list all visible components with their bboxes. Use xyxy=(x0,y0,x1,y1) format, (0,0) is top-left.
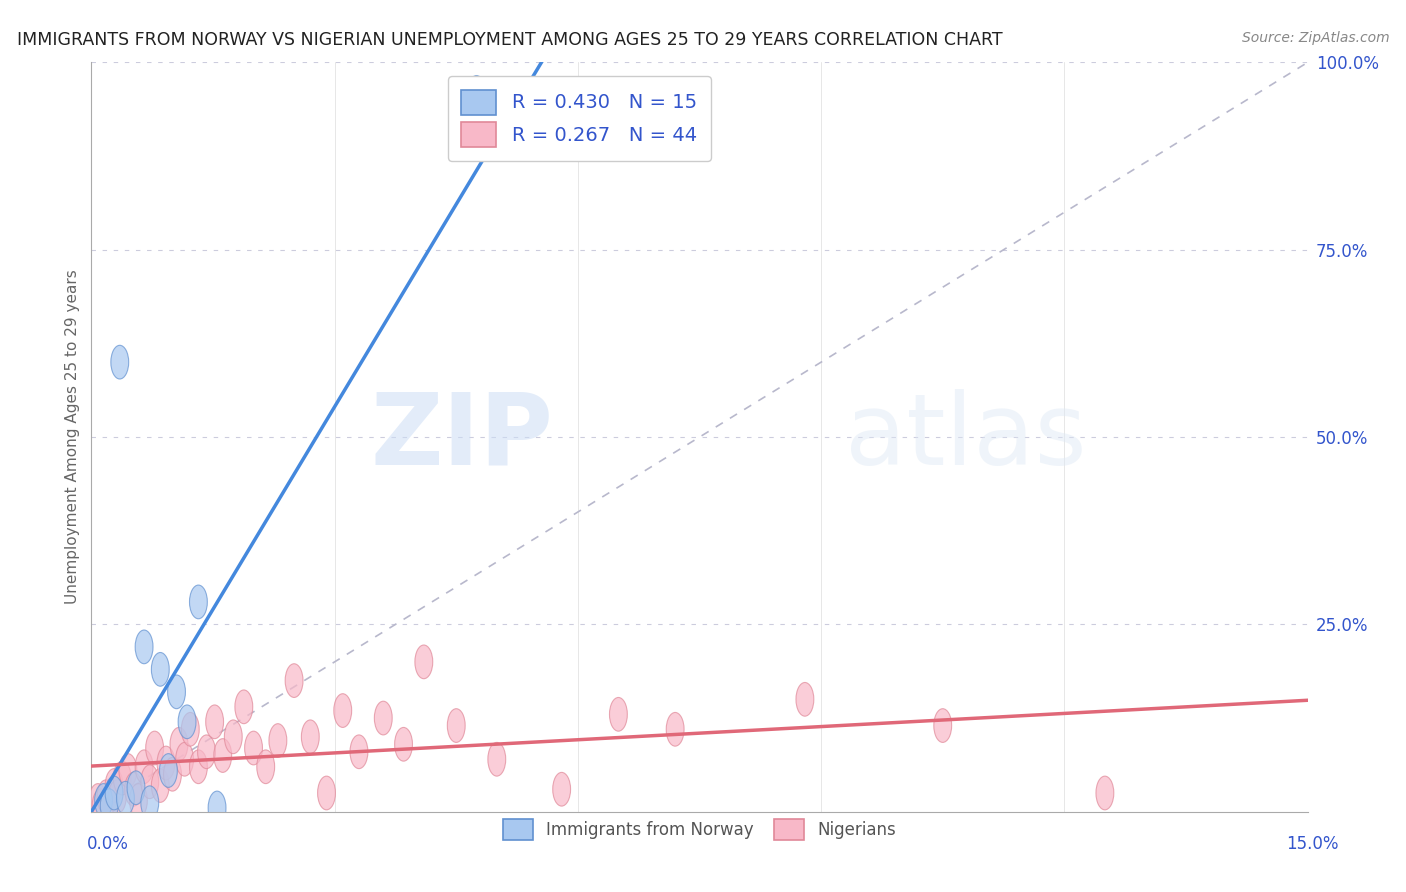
Ellipse shape xyxy=(301,720,319,754)
Ellipse shape xyxy=(141,765,159,798)
Ellipse shape xyxy=(245,731,263,765)
Ellipse shape xyxy=(447,708,465,742)
Ellipse shape xyxy=(108,780,127,814)
Ellipse shape xyxy=(93,789,110,822)
Ellipse shape xyxy=(157,746,174,780)
Ellipse shape xyxy=(176,742,194,776)
Ellipse shape xyxy=(117,781,135,815)
Ellipse shape xyxy=(111,345,129,379)
Ellipse shape xyxy=(190,585,207,619)
Ellipse shape xyxy=(163,757,181,791)
Ellipse shape xyxy=(468,76,485,109)
Ellipse shape xyxy=(135,630,153,664)
Ellipse shape xyxy=(152,653,169,686)
Ellipse shape xyxy=(167,675,186,708)
Ellipse shape xyxy=(214,739,232,772)
Ellipse shape xyxy=(198,735,215,769)
Text: ZIP: ZIP xyxy=(371,389,554,485)
Ellipse shape xyxy=(415,645,433,679)
Ellipse shape xyxy=(257,750,274,784)
Ellipse shape xyxy=(135,750,153,784)
Text: 0.0%: 0.0% xyxy=(87,835,129,853)
Ellipse shape xyxy=(94,784,112,817)
Ellipse shape xyxy=(100,786,118,820)
Legend: Immigrants from Norway, Nigerians: Immigrants from Norway, Nigerians xyxy=(491,807,908,852)
Ellipse shape xyxy=(105,769,122,803)
Ellipse shape xyxy=(97,780,115,814)
Ellipse shape xyxy=(179,705,195,739)
Ellipse shape xyxy=(285,664,304,698)
Ellipse shape xyxy=(269,723,287,757)
Ellipse shape xyxy=(125,772,142,806)
Text: Source: ZipAtlas.com: Source: ZipAtlas.com xyxy=(1241,31,1389,45)
Ellipse shape xyxy=(120,754,136,788)
Y-axis label: Unemployment Among Ages 25 to 29 years: Unemployment Among Ages 25 to 29 years xyxy=(65,269,80,605)
Text: IMMIGRANTS FROM NORWAY VS NIGERIAN UNEMPLOYMENT AMONG AGES 25 TO 29 YEARS CORREL: IMMIGRANTS FROM NORWAY VS NIGERIAN UNEMP… xyxy=(17,31,1002,49)
Ellipse shape xyxy=(609,698,627,731)
Ellipse shape xyxy=(666,713,685,746)
Ellipse shape xyxy=(333,694,352,728)
Ellipse shape xyxy=(141,786,159,820)
Ellipse shape xyxy=(159,754,177,788)
Ellipse shape xyxy=(89,784,107,817)
Ellipse shape xyxy=(114,761,131,795)
Ellipse shape xyxy=(146,731,163,765)
Ellipse shape xyxy=(318,776,336,810)
Ellipse shape xyxy=(934,708,952,742)
Ellipse shape xyxy=(225,720,242,754)
Ellipse shape xyxy=(100,789,118,822)
Ellipse shape xyxy=(374,701,392,735)
Ellipse shape xyxy=(395,728,412,761)
Ellipse shape xyxy=(127,771,145,805)
Ellipse shape xyxy=(152,769,169,803)
Ellipse shape xyxy=(181,713,200,746)
Ellipse shape xyxy=(350,735,368,769)
Ellipse shape xyxy=(235,690,253,723)
Ellipse shape xyxy=(488,742,506,776)
Ellipse shape xyxy=(208,791,226,825)
Ellipse shape xyxy=(205,705,224,739)
Ellipse shape xyxy=(1095,776,1114,810)
Text: 15.0%: 15.0% xyxy=(1286,835,1339,853)
Ellipse shape xyxy=(170,728,188,761)
Ellipse shape xyxy=(129,784,148,817)
Ellipse shape xyxy=(553,772,571,806)
Ellipse shape xyxy=(190,750,207,784)
Text: atlas: atlas xyxy=(845,389,1087,485)
Ellipse shape xyxy=(796,682,814,716)
Ellipse shape xyxy=(105,776,122,810)
